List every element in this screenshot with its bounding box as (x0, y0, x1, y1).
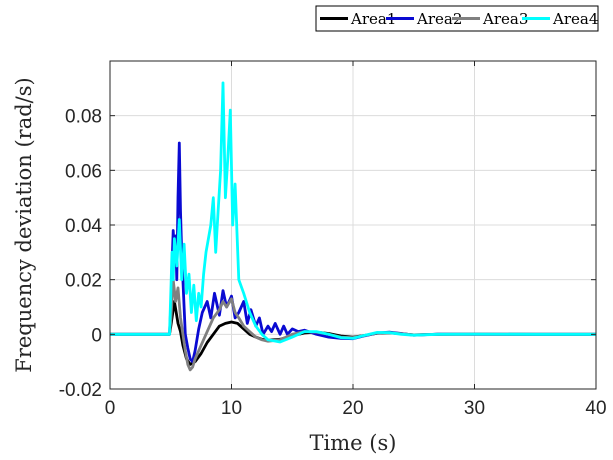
legend-label-area2: Area2 (416, 10, 462, 28)
x-tick-label: 30 (464, 398, 485, 419)
legend: Area1 Area2 Area3 Area4 (315, 5, 599, 32)
legend-label-area4: Area4 (552, 10, 598, 28)
x-tick-label: 0 (105, 398, 116, 419)
x-axis-title: Time (s) (310, 431, 397, 455)
y-tick-label: 0.06 (65, 161, 102, 182)
series-line-area4 (110, 81, 596, 344)
x-tick-label: 40 (585, 398, 606, 419)
series-lines (110, 81, 596, 372)
y-tick-label: 0.02 (65, 271, 102, 292)
legend-label-area3: Area3 (482, 10, 528, 28)
x-tick-label: 10 (221, 398, 242, 419)
y-tick-label: 0 (91, 325, 102, 346)
y-axis-title: Frequency deviation (rad/s) (12, 77, 36, 372)
x-tick-label: 20 (342, 398, 363, 419)
legend-label-area1: Area1 (350, 10, 396, 28)
y-tick-label: 0.04 (65, 216, 102, 237)
y-tick-label: -0.02 (59, 380, 102, 401)
y-tick-label: 0.08 (65, 107, 102, 128)
